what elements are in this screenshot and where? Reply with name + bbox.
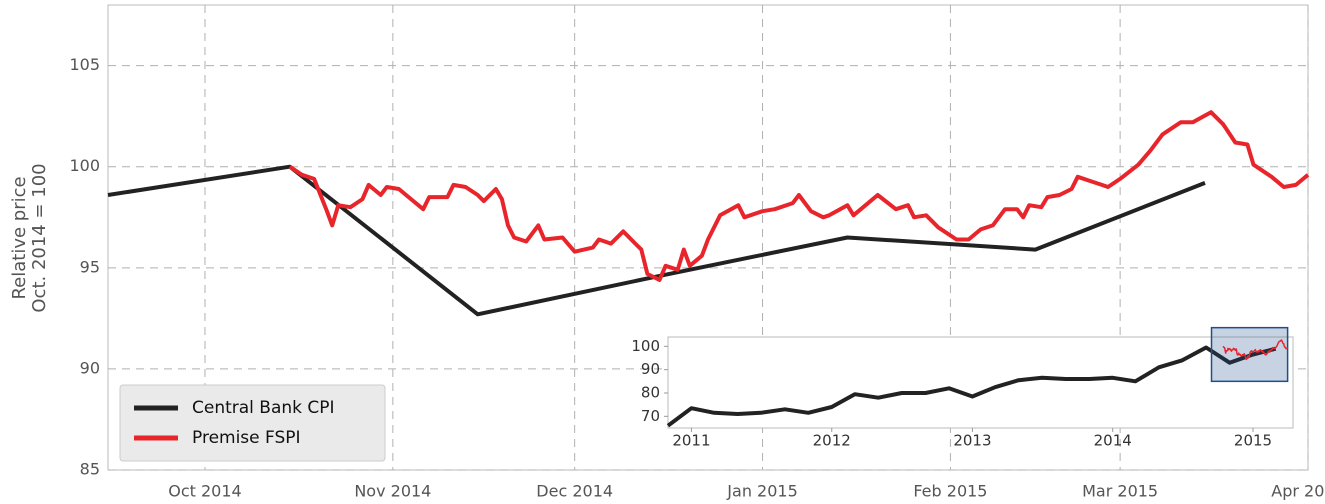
legend-label: Premise FSPI <box>192 428 301 448</box>
x-tick-label: Feb 2015 <box>913 482 987 501</box>
x-tick-label: Apr 2015 <box>1271 482 1325 501</box>
series-line <box>288 110 1310 282</box>
x-tick-label: Mar 2015 <box>1082 482 1158 501</box>
x-tick-label: 2014 <box>1094 432 1132 450</box>
x-tick-label: 2013 <box>953 432 991 450</box>
y-tick-label: 100 <box>631 337 660 355</box>
y-tick-label: 80 <box>641 384 660 402</box>
legend: Central Bank CPI Premise FSPI <box>119 384 386 462</box>
x-tick-label: 2011 <box>672 432 710 450</box>
x-tick-label: 2015 <box>1234 432 1272 450</box>
x-tick-label: Dec 2014 <box>536 482 613 501</box>
y-tick-label: 100 <box>69 156 100 175</box>
x-tick-label: Nov 2014 <box>354 482 431 501</box>
y-tick-label: 105 <box>69 55 100 74</box>
y-tick-label: 90 <box>641 360 660 378</box>
y-axis-label: Relative price <box>9 176 30 299</box>
x-tick-label: Jan 2015 <box>726 482 797 501</box>
legend-label: Central Bank CPI <box>192 398 335 418</box>
y-tick-label: 90 <box>80 358 100 377</box>
series-line <box>1222 339 1289 361</box>
y-tick-label: 85 <box>80 460 100 479</box>
main-plot: 85 90 95 100 105 Oct 2014 Nov 2014 Dec 2014 Jan … <box>69 5 1325 501</box>
x-tick-label: 2012 <box>813 432 851 450</box>
y-axis-label: Oct. 2014 = 100 <box>29 163 50 312</box>
inset-plot: 70 80 90 100 2011 2012 2013 2014 2015 <box>631 326 1294 450</box>
legend-box <box>119 384 386 462</box>
series-line <box>666 345 1277 428</box>
x-tick-label: Oct 2014 <box>168 482 241 501</box>
y-tick-label: 70 <box>641 407 660 425</box>
y-tick-label: 95 <box>80 257 100 276</box>
